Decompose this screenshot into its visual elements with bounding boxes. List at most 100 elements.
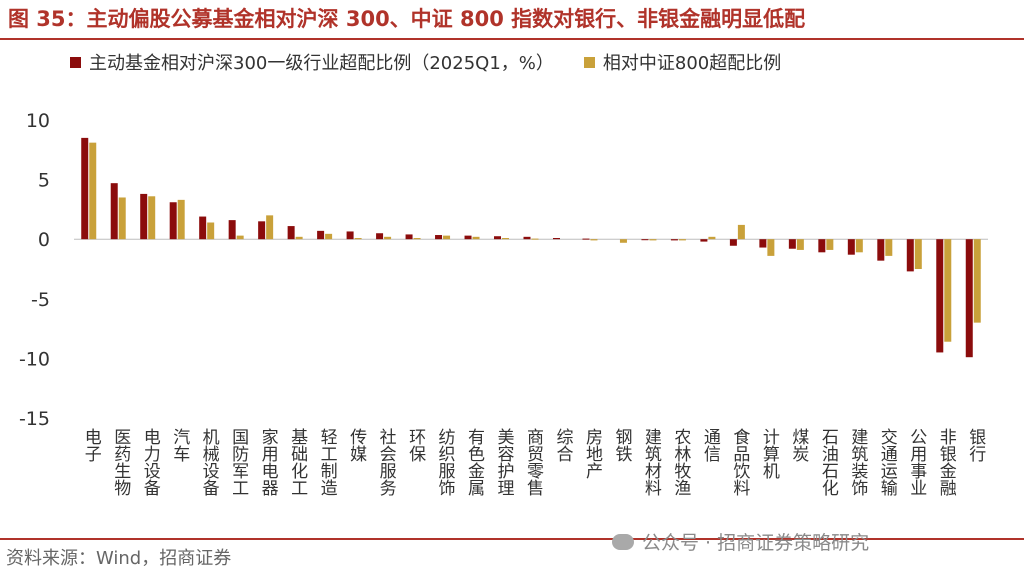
x-tick-label: 钢铁 bbox=[611, 428, 632, 462]
x-tick-label: 建筑装饰 bbox=[847, 428, 868, 496]
x-tick-label: 基础化工 bbox=[287, 428, 308, 496]
x-tick-label: 商贸零售 bbox=[523, 428, 544, 496]
bar-series2 bbox=[89, 142, 97, 240]
bar-series2 bbox=[678, 239, 686, 241]
bar-series1 bbox=[435, 235, 443, 240]
bar-series1 bbox=[700, 239, 708, 242]
bar-series2 bbox=[472, 236, 480, 240]
x-tick-label: 国防军工 bbox=[228, 428, 249, 496]
bar-series1 bbox=[494, 236, 502, 240]
bar-series2 bbox=[295, 236, 303, 240]
bar-series1 bbox=[552, 238, 560, 240]
bar-series2 bbox=[590, 239, 598, 241]
bar-series2 bbox=[531, 238, 539, 240]
bar-series2 bbox=[973, 239, 981, 323]
bar-series2 bbox=[118, 197, 126, 240]
bar-series2 bbox=[767, 239, 775, 256]
bar-series1 bbox=[258, 221, 266, 240]
x-tick-label: 食品饮料 bbox=[729, 428, 750, 496]
y-tick-label: 5 bbox=[38, 170, 50, 192]
x-tick-label: 轻工制造 bbox=[317, 428, 338, 496]
bar-series2 bbox=[737, 224, 745, 240]
title-divider bbox=[0, 38, 1024, 40]
bar-series2 bbox=[619, 239, 627, 243]
footer-divider bbox=[0, 538, 1024, 540]
bar-series2 bbox=[266, 215, 274, 240]
x-tick-label: 有色金属 bbox=[464, 428, 485, 496]
bar-series1 bbox=[906, 239, 914, 272]
bar-series2 bbox=[384, 236, 392, 240]
wechat-icon bbox=[612, 533, 634, 550]
x-tick-label: 建筑材料 bbox=[641, 428, 662, 496]
bar-series1 bbox=[936, 239, 944, 353]
bar-series1 bbox=[965, 239, 973, 358]
bar-series1 bbox=[140, 193, 148, 240]
bar-series2 bbox=[443, 235, 451, 240]
x-tick-label: 电子 bbox=[81, 428, 102, 462]
legend-label-series1: 主动基金相对沪深300一级行业超配比例（2025Q1，%） bbox=[89, 53, 554, 74]
bar-series2 bbox=[177, 199, 185, 240]
x-tick-label: 交通运输 bbox=[877, 428, 898, 497]
x-tick-label: 石油石化 bbox=[818, 428, 839, 496]
bar-series1 bbox=[405, 234, 413, 240]
bar-series1 bbox=[788, 239, 796, 249]
legend-label-series2: 相对中证800超配比例 bbox=[602, 53, 782, 74]
watermark-text: 公众号 · 招商证券策略研究 bbox=[642, 532, 870, 554]
legend-item-series1: 主动基金相对沪深300一级行业超配比例（2025Q1，%） bbox=[70, 49, 554, 75]
bar-series2 bbox=[325, 233, 333, 240]
x-tick-label: 农林牧渔 bbox=[670, 428, 691, 496]
bar-series1 bbox=[641, 239, 649, 241]
bar-series1 bbox=[818, 239, 826, 253]
bar-series2 bbox=[796, 239, 804, 250]
legend-item-series2: 相对中证800超配比例 bbox=[583, 49, 782, 75]
bar-series1 bbox=[523, 236, 531, 240]
bar-series1 bbox=[81, 137, 89, 240]
bar-series2 bbox=[914, 239, 922, 269]
x-tick-label: 纺织服饰 bbox=[435, 428, 456, 496]
bar-series2 bbox=[855, 239, 863, 253]
bar-series1 bbox=[670, 239, 678, 241]
x-tick-label: 环保 bbox=[405, 428, 426, 462]
y-tick-label: 10 bbox=[26, 110, 50, 132]
legend-swatch-series2 bbox=[583, 56, 595, 68]
x-tick-label: 美容护理 bbox=[494, 428, 514, 496]
bar-series2 bbox=[207, 222, 215, 240]
bar-series1 bbox=[877, 239, 885, 261]
bar-series2 bbox=[354, 238, 362, 240]
bar-series1 bbox=[376, 233, 384, 240]
x-tick-label: 综合 bbox=[552, 428, 573, 462]
bar-series2 bbox=[413, 238, 421, 240]
bar-series2 bbox=[708, 236, 716, 240]
y-tick-label: -5 bbox=[31, 289, 50, 311]
bar-series2 bbox=[236, 235, 244, 240]
bar-series1 bbox=[729, 239, 737, 246]
bar-series1 bbox=[847, 239, 855, 255]
bar-series2 bbox=[502, 238, 510, 240]
bar-chart: 10 5 0 -5 -10 -15 电子 医药生物 电力设备 汽车 机械设备 国防军工 家用电器 基础化工… bbox=[19, 110, 988, 497]
y-tick-label: 0 bbox=[38, 229, 50, 251]
bar-series1 bbox=[287, 226, 295, 240]
x-tick-label: 电力设备 bbox=[140, 428, 161, 496]
bar-series1 bbox=[464, 235, 472, 240]
bar-series1 bbox=[169, 202, 177, 240]
x-tick-label: 非银金融 bbox=[936, 428, 957, 497]
y-tick-label: -15 bbox=[19, 408, 50, 430]
bar-series1 bbox=[199, 216, 207, 240]
chart-legend: 主动基金相对沪深300一级行业超配比例（2025Q1，%） 相对中证800超配比… bbox=[70, 50, 811, 74]
bar-series1 bbox=[228, 220, 236, 240]
x-tick-label: 机械设备 bbox=[199, 428, 220, 496]
x-tick-label: 通信 bbox=[700, 428, 721, 462]
bar-series1 bbox=[110, 183, 118, 240]
bar-series2 bbox=[885, 239, 893, 256]
bar-series2 bbox=[944, 239, 952, 342]
x-tick-label: 煤炭 bbox=[788, 428, 809, 462]
x-tick-label: 传媒 bbox=[346, 428, 367, 462]
y-tick-label: -10 bbox=[19, 348, 50, 370]
x-tick-label: 计算机 bbox=[759, 428, 780, 479]
x-tick-label: 房地产 bbox=[582, 428, 603, 479]
x-tick-label: 医药生物 bbox=[110, 428, 130, 496]
bar-series2 bbox=[649, 239, 657, 241]
legend-swatch-series1 bbox=[70, 56, 81, 68]
watermark: 公众号 · 招商证券策略研究 bbox=[612, 528, 869, 555]
bar-series1 bbox=[582, 238, 590, 240]
